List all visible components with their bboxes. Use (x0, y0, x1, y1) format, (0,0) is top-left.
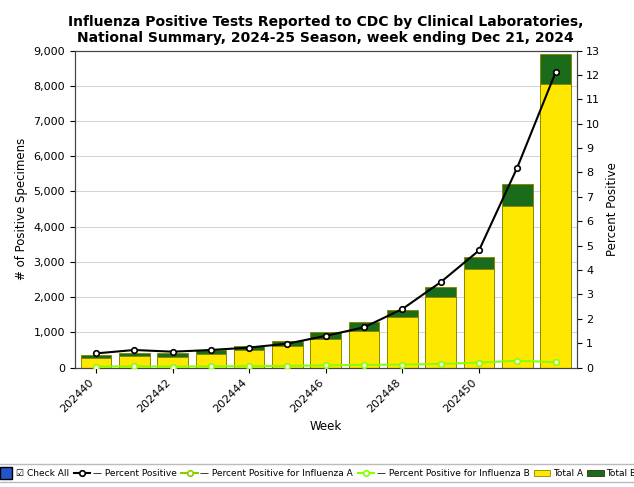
Bar (425, 287, 456, 297)
Bar (463, 269, 495, 368)
Percent Positive for Influenza B (475, 360, 482, 366)
Percent Positive for Influenza B (437, 361, 444, 367)
Bar (157, 356, 188, 368)
Legend: ☑ Check All, — Percent Positive, — Percent Positive for Influenza A, — Percent P: ☑ Check All, — Percent Positive, — Perce… (0, 465, 634, 483)
Percent Positive (322, 333, 330, 339)
Bar (272, 341, 303, 346)
Percent Positive (207, 347, 215, 353)
Percent Positive for Influenza B (360, 362, 368, 368)
Percent Positive for Influenza B (399, 362, 406, 368)
Bar (81, 355, 112, 357)
Percent Positive (514, 165, 521, 170)
Y-axis label: Percent Positive: Percent Positive (606, 162, 619, 256)
Bar (540, 55, 571, 84)
Percent Positive (437, 279, 444, 285)
Percent Positive (552, 70, 559, 75)
Bar (387, 310, 418, 317)
Bar (119, 353, 150, 356)
Bar (311, 338, 341, 368)
Bar (387, 317, 418, 368)
Y-axis label: # of Positive Specimens: # of Positive Specimens (15, 138, 28, 280)
Percent Positive (169, 349, 176, 355)
Bar (195, 354, 226, 368)
Bar (463, 257, 495, 269)
Percent Positive (131, 347, 138, 353)
Bar (234, 350, 264, 368)
Bar (425, 297, 456, 368)
Line: Percent Positive: Percent Positive (93, 70, 559, 356)
Percent Positive (475, 247, 482, 253)
Percent Positive for Influenza B (169, 364, 176, 370)
Bar (157, 353, 188, 356)
Bar (234, 346, 264, 350)
Percent Positive (399, 306, 406, 312)
Bar (540, 84, 571, 368)
Bar (81, 357, 112, 368)
Percent Positive (245, 345, 253, 351)
Bar (311, 332, 341, 338)
Percent Positive for Influenza B (322, 362, 330, 368)
Bar (119, 356, 150, 368)
X-axis label: Week: Week (309, 420, 342, 433)
Bar (502, 206, 533, 368)
Bar (272, 346, 303, 368)
Bar (502, 184, 533, 206)
Percent Positive for Influenza B (283, 363, 291, 369)
Percent Positive (360, 324, 368, 330)
Title: Influenza Positive Tests Reported to CDC by Clinical Laboratories,
National Summ: Influenza Positive Tests Reported to CDC… (68, 15, 583, 45)
Percent Positive (283, 341, 291, 347)
Percent Positive for Influenza B (245, 363, 253, 369)
Percent Positive for Influenza B (131, 363, 138, 369)
Percent Positive for Influenza B (207, 363, 215, 369)
Percent Positive for Influenza B (514, 358, 521, 364)
Bar (195, 350, 226, 354)
Percent Positive (92, 351, 100, 356)
Bar (349, 322, 379, 331)
Bar (349, 331, 379, 368)
Percent Positive for Influenza B (92, 364, 100, 370)
Percent Positive for Influenza B (552, 359, 559, 365)
Line: Percent Positive for Influenza B: Percent Positive for Influenza B (93, 358, 559, 369)
